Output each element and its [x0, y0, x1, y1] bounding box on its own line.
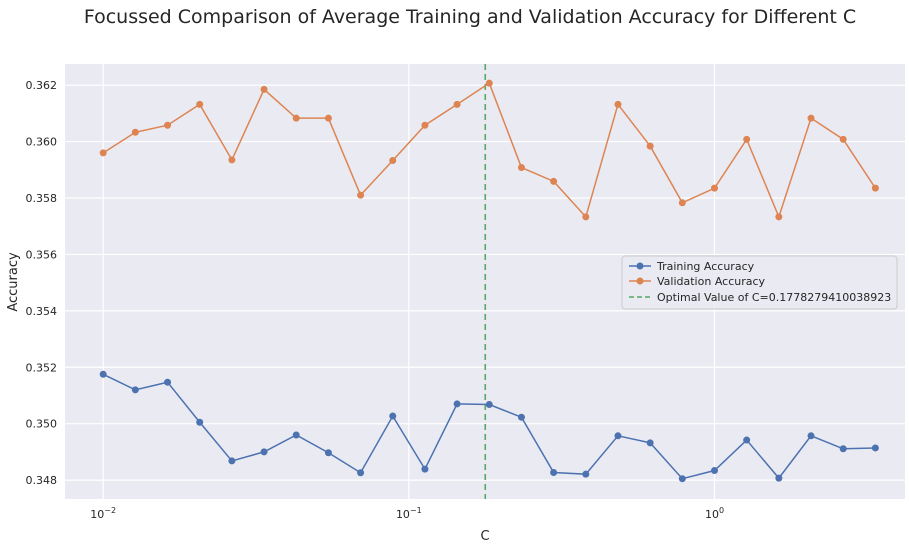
- data-point-training-20: [743, 436, 751, 444]
- legend-label-validation: Validation Accuracy: [657, 275, 766, 288]
- data-point-validation-7: [324, 114, 332, 122]
- x-axis-label: C: [480, 529, 489, 544]
- data-point-training-18: [678, 475, 686, 483]
- y-axis-label: Accuracy: [6, 252, 21, 312]
- y-tick-label-4: 0.356: [26, 248, 58, 261]
- data-point-validation-8: [357, 191, 365, 199]
- y-tick-label-5: 0.358: [26, 192, 58, 205]
- y-tick-label-6: 0.360: [26, 136, 58, 149]
- series-layer: [99, 79, 879, 483]
- data-point-validation-2: [164, 121, 172, 129]
- y-tick-label-2: 0.352: [26, 361, 58, 374]
- data-point-training-10: [421, 465, 429, 473]
- data-point-validation-24: [871, 184, 879, 192]
- data-point-validation-18: [678, 199, 686, 207]
- data-point-validation-12: [485, 79, 493, 87]
- data-point-training-2: [164, 378, 172, 386]
- data-point-validation-20: [743, 135, 751, 143]
- data-point-training-22: [807, 432, 815, 440]
- data-point-validation-0: [99, 149, 107, 157]
- legend-entry-validation: Validation Accuracy: [629, 275, 766, 288]
- legend-label-optimal-c: Optimal Value of C=0.1778279410038923: [657, 291, 891, 304]
- data-point-training-23: [839, 445, 847, 453]
- data-point-training-6: [292, 431, 300, 439]
- data-point-training-14: [550, 468, 558, 476]
- x-tick-label-1: 10−1: [396, 506, 422, 521]
- chart-title: Focussed Comparison of Average Training …: [84, 6, 856, 28]
- data-point-training-16: [614, 432, 622, 440]
- x-tick-label-2: 100: [705, 506, 724, 521]
- data-point-training-8: [357, 469, 365, 477]
- data-point-training-1: [131, 386, 139, 394]
- y-tick-label-0: 0.348: [26, 474, 58, 487]
- axis-ticks: 0.348 0.350 0.352 0.354 0.356 0.358 0.360 0.362…: [26, 79, 725, 521]
- legend-marker-validation: [636, 277, 644, 285]
- data-point-training-7: [324, 449, 332, 457]
- data-point-training-21: [775, 474, 783, 482]
- data-point-validation-3: [196, 100, 204, 108]
- x-tick-label-0: 10−2: [90, 506, 116, 521]
- data-point-validation-14: [550, 177, 558, 185]
- data-point-validation-15: [582, 213, 590, 221]
- data-point-validation-10: [421, 121, 429, 129]
- data-point-training-13: [517, 413, 525, 421]
- y-tick-label-3: 0.354: [26, 305, 58, 318]
- data-point-validation-9: [389, 156, 397, 164]
- data-point-validation-1: [131, 128, 139, 136]
- data-point-training-15: [582, 470, 590, 478]
- legend-marker-training: [636, 262, 644, 270]
- data-point-validation-17: [646, 142, 654, 150]
- legend-box: [621, 255, 898, 310]
- y-tick-label-1: 0.350: [26, 418, 58, 431]
- legend-entry-optimal-c: Optimal Value of C=0.1778279410038923: [629, 291, 891, 304]
- legend: Training Accuracy Validation Accuracy Op…: [621, 255, 898, 310]
- data-point-training-3: [196, 418, 204, 426]
- data-point-training-9: [389, 412, 397, 420]
- data-point-validation-13: [517, 164, 525, 172]
- data-point-validation-23: [839, 135, 847, 143]
- data-point-training-12: [485, 400, 493, 408]
- y-tick-label-7: 0.362: [26, 79, 58, 92]
- data-point-validation-6: [292, 114, 300, 122]
- data-point-training-4: [228, 457, 236, 465]
- data-point-training-5: [260, 448, 268, 456]
- data-point-validation-11: [453, 100, 461, 108]
- data-point-training-24: [871, 444, 879, 452]
- data-point-training-0: [99, 370, 107, 378]
- data-point-validation-21: [775, 213, 783, 221]
- data-point-validation-4: [228, 156, 236, 164]
- data-point-training-19: [711, 467, 719, 475]
- legend-label-training: Training Accuracy: [656, 260, 755, 273]
- legend-entry-training: Training Accuracy: [629, 260, 755, 273]
- data-point-validation-22: [807, 114, 815, 122]
- data-point-validation-19: [711, 184, 719, 192]
- data-point-validation-16: [614, 100, 622, 108]
- data-point-validation-5: [260, 85, 268, 93]
- data-point-training-17: [646, 439, 654, 447]
- data-point-training-11: [453, 400, 461, 408]
